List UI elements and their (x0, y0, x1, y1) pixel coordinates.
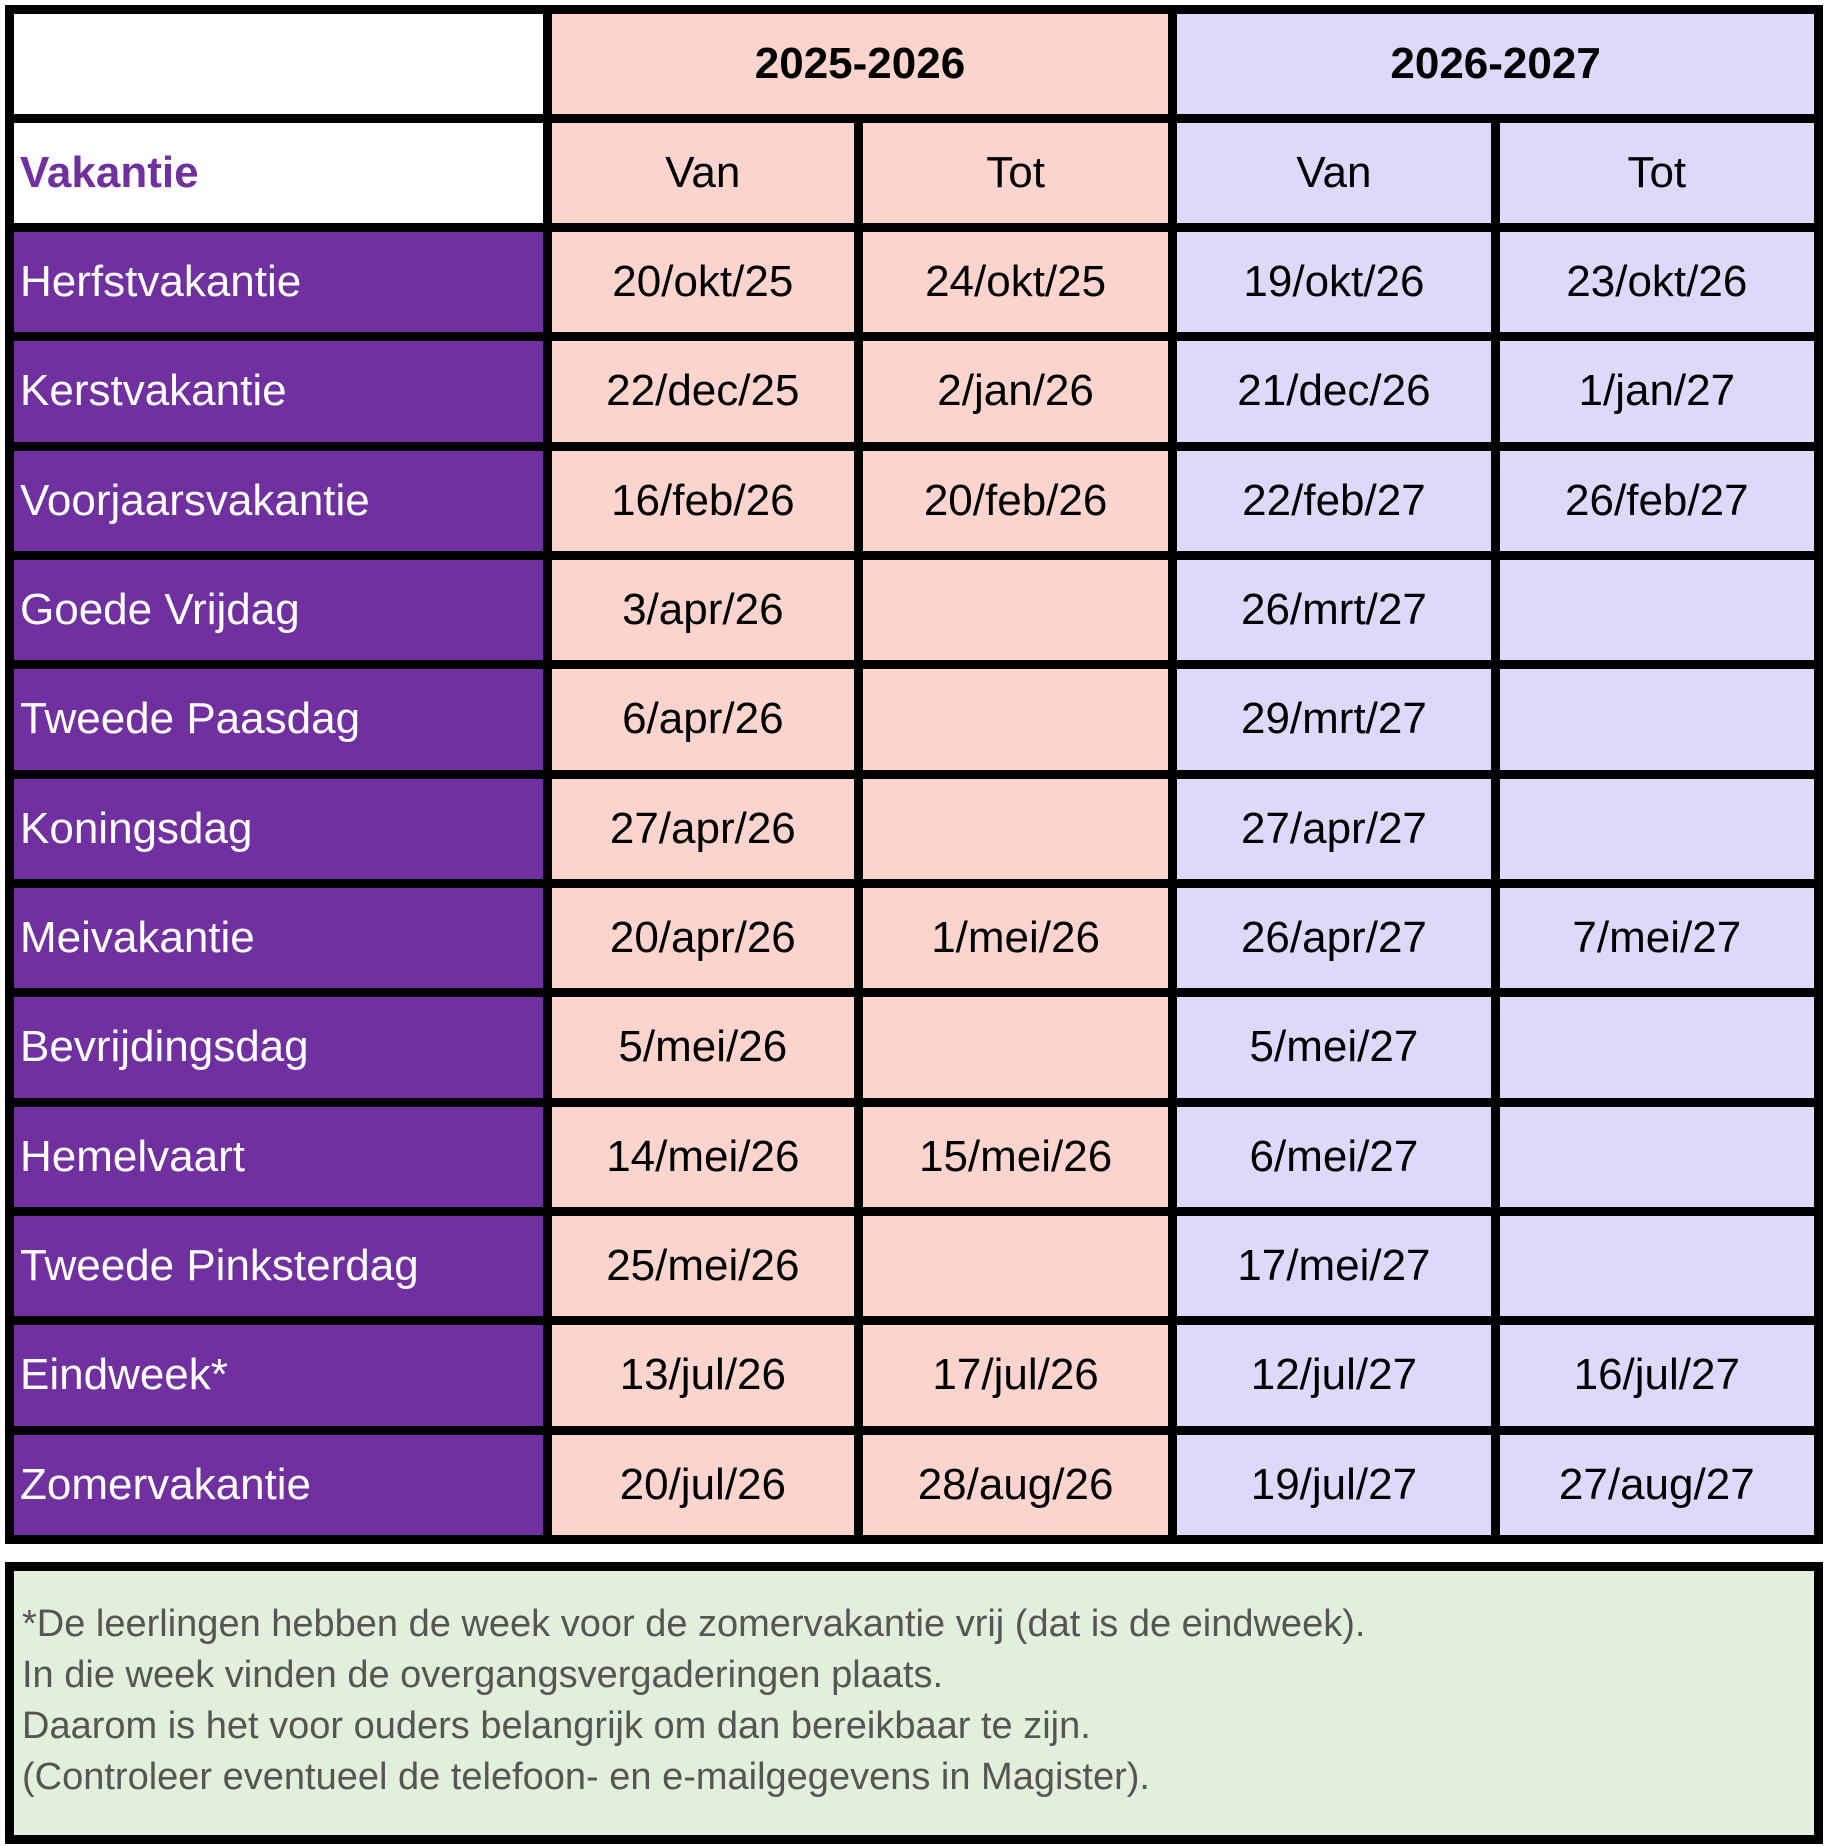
date-cell: 27/aug/27 (1499, 1434, 1814, 1535)
holiday-name: Koningsdag (14, 778, 543, 879)
note-line: Daarom is het voor ouders belangrijk om … (22, 1705, 1091, 1747)
date-cell: 20/okt/25 (551, 232, 854, 333)
date-cell: 20/feb/26 (862, 450, 1169, 551)
date-cell: 27/apr/26 (551, 778, 854, 879)
column-header: Vakantie (14, 123, 543, 223)
column-header: Van (551, 123, 854, 223)
date-cell: 1/jan/27 (1499, 341, 1814, 442)
date-cell: 26/apr/27 (1177, 888, 1491, 989)
date-cell (862, 1216, 1169, 1317)
date-cell: 6/mei/27 (1177, 1106, 1491, 1207)
date-cell (862, 669, 1169, 770)
corner-cell (14, 14, 543, 114)
footnote: *De leerlingen hebben de week voor de zo… (5, 1562, 1823, 1844)
column-header: Van (1177, 123, 1491, 223)
date-cell (862, 778, 1169, 879)
date-cell: 23/okt/26 (1499, 232, 1814, 333)
date-cell: 26/feb/27 (1499, 450, 1814, 551)
date-cell: 1/mei/26 (862, 888, 1169, 989)
date-cell: 28/aug/26 (862, 1434, 1169, 1535)
date-cell: 22/dec/25 (551, 341, 854, 442)
holiday-name: Meivakantie (14, 888, 543, 989)
date-cell: 16/feb/26 (551, 450, 854, 551)
holiday-name: Tweede Pinksterdag (14, 1216, 543, 1317)
date-cell (1499, 1216, 1814, 1317)
holiday-name: Tweede Paasdag (14, 669, 543, 770)
date-cell: 5/mei/27 (1177, 997, 1491, 1098)
date-cell (862, 997, 1169, 1098)
column-header: Tot (862, 123, 1169, 223)
date-cell (1499, 560, 1814, 661)
date-cell (1499, 997, 1814, 1098)
holiday-name: Eindweek* (14, 1325, 543, 1426)
date-cell: 2/jan/26 (862, 341, 1169, 442)
holiday-name: Voorjaarsvakantie (14, 450, 543, 551)
note-line: In die week vinden de overgangsvergaderi… (22, 1654, 944, 1696)
holiday-name: Bevrijdingsdag (14, 997, 543, 1098)
date-cell: 21/dec/26 (1177, 341, 1491, 442)
date-cell: 15/mei/26 (862, 1106, 1169, 1207)
year-header: 2025-2026 (551, 14, 1169, 114)
date-cell: 16/jul/27 (1499, 1325, 1814, 1426)
date-cell: 3/apr/26 (551, 560, 854, 661)
date-cell (1499, 669, 1814, 770)
date-cell (862, 560, 1169, 661)
date-cell: 13/jul/26 (551, 1325, 854, 1426)
holiday-name: Zomervakantie (14, 1434, 543, 1535)
holiday-name: Hemelvaart (14, 1106, 543, 1207)
note-line: *De leerlingen hebben de week voor de zo… (22, 1603, 1366, 1645)
date-cell: 25/mei/26 (551, 1216, 854, 1317)
date-cell: 22/feb/27 (1177, 450, 1491, 551)
date-cell: 19/jul/27 (1177, 1434, 1491, 1535)
date-cell: 5/mei/26 (551, 997, 854, 1098)
column-header: Tot (1499, 123, 1814, 223)
date-cell: 17/mei/27 (1177, 1216, 1491, 1317)
date-cell: 26/mrt/27 (1177, 560, 1491, 661)
holiday-name: Herfstvakantie (14, 232, 543, 333)
year-header: 2026-2027 (1177, 14, 1814, 114)
date-cell: 17/jul/26 (862, 1325, 1169, 1426)
holiday-name: Kerstvakantie (14, 341, 543, 442)
date-cell: 19/okt/26 (1177, 232, 1491, 333)
date-cell: 12/jul/27 (1177, 1325, 1491, 1426)
date-cell: 29/mrt/27 (1177, 669, 1491, 770)
date-cell (1499, 1106, 1814, 1207)
date-cell: 20/apr/26 (551, 888, 854, 989)
date-cell: 20/jul/26 (551, 1434, 854, 1535)
date-cell: 7/mei/27 (1499, 888, 1814, 989)
date-cell: 6/apr/26 (551, 669, 854, 770)
date-cell (1499, 778, 1814, 879)
note-line: (Controleer eventueel de telefoon- en e-… (22, 1756, 1150, 1798)
date-cell: 14/mei/26 (551, 1106, 854, 1207)
date-cell: 27/apr/27 (1177, 778, 1491, 879)
holiday-name: Goede Vrijdag (14, 560, 543, 661)
date-cell: 24/okt/25 (862, 232, 1169, 333)
holiday-table: 2025-2026 2026-2027 Vakantie Van Tot Van Tot He… (5, 5, 1823, 1544)
